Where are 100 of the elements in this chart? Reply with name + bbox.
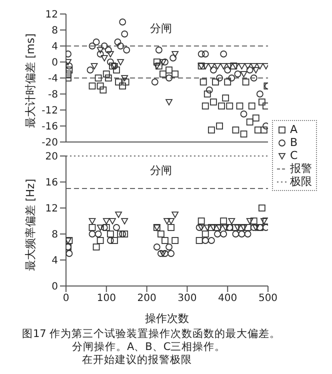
point bbox=[220, 230, 228, 238]
point bbox=[202, 237, 209, 244]
point bbox=[153, 63, 160, 70]
point bbox=[210, 66, 217, 74]
point bbox=[117, 230, 124, 238]
point bbox=[232, 224, 240, 231]
point bbox=[222, 224, 230, 231]
point bbox=[166, 244, 172, 250]
point bbox=[202, 102, 209, 110]
point bbox=[214, 230, 221, 238]
point bbox=[208, 126, 215, 134]
point bbox=[121, 230, 128, 238]
point bbox=[96, 82, 104, 90]
point bbox=[102, 224, 110, 231]
point bbox=[172, 237, 179, 244]
point bbox=[100, 224, 108, 231]
point bbox=[198, 50, 205, 58]
point bbox=[218, 102, 225, 110]
point bbox=[172, 212, 179, 218]
point bbox=[256, 63, 264, 70]
point bbox=[109, 62, 116, 70]
point bbox=[104, 74, 112, 82]
point bbox=[238, 224, 246, 231]
point bbox=[114, 38, 122, 46]
point bbox=[246, 218, 254, 224]
point bbox=[230, 62, 238, 70]
point bbox=[123, 46, 130, 54]
point bbox=[244, 224, 252, 231]
annotation: 分闸 bbox=[150, 164, 172, 177]
point bbox=[202, 63, 209, 70]
point bbox=[206, 86, 213, 94]
point bbox=[212, 78, 219, 86]
point bbox=[86, 66, 94, 74]
point bbox=[162, 58, 168, 66]
point bbox=[238, 230, 246, 238]
point bbox=[121, 218, 128, 224]
point bbox=[88, 42, 96, 50]
point bbox=[208, 63, 215, 70]
point bbox=[246, 66, 254, 74]
point bbox=[157, 250, 164, 257]
point bbox=[202, 230, 209, 238]
point bbox=[244, 230, 252, 238]
point bbox=[250, 224, 258, 231]
point bbox=[100, 55, 108, 62]
point bbox=[160, 250, 166, 257]
point bbox=[258, 98, 266, 106]
text: 分闸操作。A、B、C三相操作。 bbox=[71, 341, 227, 354]
point bbox=[66, 66, 73, 74]
y-tick-label: 0 bbox=[52, 282, 58, 293]
point bbox=[204, 224, 211, 231]
point bbox=[240, 130, 248, 138]
point bbox=[106, 230, 114, 238]
point bbox=[196, 237, 203, 244]
point bbox=[155, 46, 162, 54]
point bbox=[208, 224, 215, 231]
x-tick-label: 0 bbox=[62, 293, 70, 304]
point bbox=[196, 224, 203, 231]
point bbox=[216, 224, 223, 231]
point bbox=[119, 18, 126, 26]
point bbox=[232, 126, 240, 134]
point bbox=[244, 63, 252, 70]
point bbox=[88, 230, 96, 238]
point bbox=[151, 78, 158, 86]
point bbox=[232, 230, 240, 238]
point bbox=[172, 70, 179, 78]
point bbox=[92, 244, 100, 250]
point bbox=[214, 63, 221, 70]
point bbox=[226, 63, 234, 70]
point bbox=[172, 51, 179, 58]
point bbox=[96, 237, 104, 244]
y-tick-label: 8 bbox=[52, 230, 58, 241]
point bbox=[228, 74, 236, 82]
point bbox=[208, 237, 215, 244]
point bbox=[160, 70, 166, 78]
point bbox=[226, 102, 234, 110]
point bbox=[122, 78, 130, 86]
point bbox=[106, 51, 114, 58]
annotation: 分闸 bbox=[150, 22, 172, 35]
point bbox=[155, 62, 162, 70]
point bbox=[153, 244, 160, 250]
point bbox=[210, 224, 217, 231]
point bbox=[240, 224, 248, 231]
point bbox=[94, 74, 102, 82]
y-axis-title: 最大频率偏差 [Hz] bbox=[24, 178, 37, 271]
point bbox=[220, 63, 228, 70]
point bbox=[162, 250, 168, 257]
point bbox=[250, 63, 258, 70]
point bbox=[117, 59, 124, 66]
point bbox=[121, 30, 128, 38]
legend-label: C bbox=[290, 149, 298, 162]
point bbox=[198, 224, 205, 231]
point bbox=[106, 58, 114, 66]
point bbox=[166, 74, 172, 82]
point bbox=[115, 212, 122, 218]
y-axis-title: 最大计时偏差 [ms] bbox=[24, 33, 37, 128]
point bbox=[254, 126, 262, 134]
point bbox=[216, 74, 223, 82]
point bbox=[88, 218, 96, 224]
y-tick-label: 0 bbox=[52, 58, 58, 69]
y-tick-label: 4 bbox=[52, 256, 58, 267]
